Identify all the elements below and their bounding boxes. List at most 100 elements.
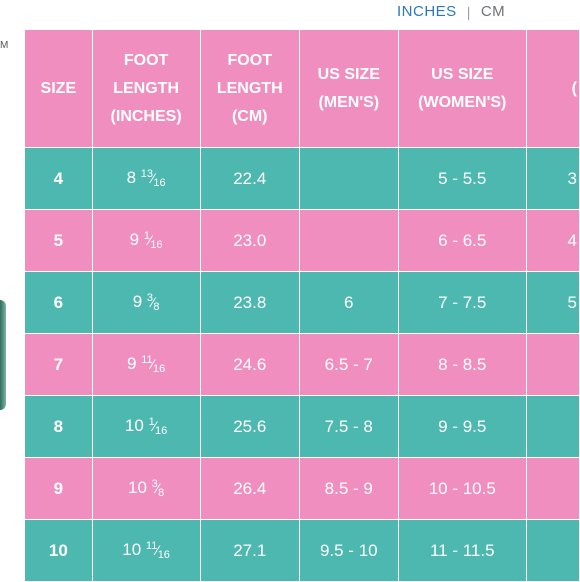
size-cell: 5 xyxy=(24,209,93,272)
foot-length-inches-cell: 10 3⁄8 xyxy=(91,457,201,520)
left-edge-strip: M xyxy=(0,0,24,580)
size-cell: 4 xyxy=(24,147,93,210)
fraction-slash: ⁄ xyxy=(156,480,160,496)
us-size-mens-cell: 9.5 - 10 xyxy=(298,519,399,582)
extra-cell: 4 xyxy=(525,209,580,272)
header-size: SIZE xyxy=(24,29,93,148)
us-size-womens-cell: 11 - 11.5 xyxy=(397,519,527,582)
header-line: US SIZE xyxy=(317,65,380,83)
unit-toggle: INCHES | CM xyxy=(397,3,505,20)
us-size-mens-cell xyxy=(298,147,399,210)
inch-whole: 8 xyxy=(126,168,137,187)
size-cell: 7 xyxy=(24,333,93,396)
unit-cm-option[interactable]: CM xyxy=(480,3,506,20)
unit-separator: | xyxy=(466,3,471,20)
header-row: SIZE FOOT LENGTH (INCHES) FOOT LENGTH (CM) US S… xyxy=(24,29,580,148)
extra-cell xyxy=(525,457,580,520)
foot-length-inches-cell: 8 13⁄16 xyxy=(91,147,201,210)
foot-length-cm-cell: 23.8 xyxy=(199,271,300,334)
inch-denominator: 16 xyxy=(150,239,163,251)
inch-numerator: 1 xyxy=(143,230,150,242)
header-foot-length-inches: FOOT LENGTH (INCHES) xyxy=(91,29,201,148)
inch-whole: 9 xyxy=(132,292,143,311)
inch-denominator: 16 xyxy=(153,177,166,189)
us-size-mens-cell xyxy=(298,209,399,272)
inch-numerator: 11 xyxy=(145,540,158,552)
us-size-womens-cell: 9 - 9.5 xyxy=(397,395,527,458)
header-foot-length-cm: FOOT LENGTH (CM) xyxy=(199,29,300,148)
inch-whole: 10 xyxy=(124,416,144,435)
inch-whole: 10 xyxy=(122,540,142,559)
inch-denominator: 16 xyxy=(155,425,168,437)
fraction-slash: ⁄ xyxy=(151,356,154,372)
table-row: 10 10 11⁄16 27.1 9.5 - 10 11 - 11.5 xyxy=(24,519,580,582)
extra-cell: 5 xyxy=(525,271,580,334)
inch-numerator: 13 xyxy=(140,168,154,180)
header-line: ( xyxy=(571,79,577,97)
size-cell: 10 xyxy=(24,519,93,582)
size-cell: 9 xyxy=(24,457,93,520)
header-line: LENGTH xyxy=(113,79,179,97)
foot-length-cm-cell: 27.1 xyxy=(199,519,300,582)
extra-cell xyxy=(525,395,580,458)
foot-length-cm-cell: 22.4 xyxy=(199,147,300,210)
foot-length-cm-cell: 25.6 xyxy=(199,395,300,458)
fraction-slash: ⁄ xyxy=(152,294,155,310)
header-line: LENGTH xyxy=(216,79,283,97)
extra-cell xyxy=(525,333,580,396)
header-line: (WOMEN'S) xyxy=(418,93,507,111)
fraction-slash: ⁄ xyxy=(156,542,159,558)
extra-cell: 3 xyxy=(525,147,580,210)
left-edge-text: M xyxy=(0,40,9,51)
inch-denominator: 16 xyxy=(152,363,166,375)
foot-length-inches-cell: 10 1⁄16 xyxy=(91,395,201,458)
table-row: 9 10 3⁄8 26.4 8.5 - 9 10 - 10.5 xyxy=(24,457,580,520)
header-line: SIZE xyxy=(40,79,77,97)
unit-inches-option[interactable]: INCHES xyxy=(397,3,457,20)
header-line: US SIZE xyxy=(431,65,494,83)
left-edge-image-fragment xyxy=(0,300,6,410)
header-us-size-womens: US SIZE (WOMEN'S) xyxy=(397,29,527,148)
us-size-mens-cell: 7.5 - 8 xyxy=(298,395,399,458)
inch-numerator: 3 xyxy=(146,292,154,304)
extra-cell xyxy=(525,519,580,582)
header-line: FOOT xyxy=(227,51,272,69)
foot-length-inches-cell: 9 3⁄8 xyxy=(91,271,201,334)
foot-length-cm-cell: 23.0 xyxy=(199,209,300,272)
inch-denominator: 8 xyxy=(158,487,165,499)
inch-numerator: 11 xyxy=(141,354,153,366)
us-size-womens-cell: 10 - 10.5 xyxy=(397,457,527,520)
header-line: (INCHES) xyxy=(110,107,182,125)
foot-length-inches-cell: 9 1⁄16 xyxy=(91,209,201,272)
inch-denominator: 8 xyxy=(153,301,160,313)
foot-length-cm-cell: 24.6 xyxy=(199,333,300,396)
size-chart-table: SIZE FOOT LENGTH (INCHES) FOOT LENGTH (CM) US S… xyxy=(24,29,580,582)
foot-length-cm-cell: 26.4 xyxy=(199,457,300,520)
header-us-size-mens: US SIZE (MEN'S) xyxy=(298,29,399,148)
size-cell: 8 xyxy=(24,395,93,458)
inch-numerator: 3 xyxy=(151,478,158,490)
inch-whole: 9 xyxy=(127,354,137,373)
foot-length-inches-cell: 9 11⁄16 xyxy=(91,333,201,396)
us-size-womens-cell: 7 - 7.5 xyxy=(397,271,527,334)
inch-denominator: 16 xyxy=(157,549,170,561)
fraction-slash: ⁄ xyxy=(148,232,152,248)
us-size-womens-cell: 6 - 6.5 xyxy=(397,209,527,272)
fraction-slash: ⁄ xyxy=(153,418,157,434)
us-size-mens-cell: 6 xyxy=(298,271,399,334)
fraction-slash: ⁄ xyxy=(152,170,155,186)
size-cell: 6 xyxy=(24,271,93,334)
us-size-mens-cell: 8.5 - 9 xyxy=(298,457,399,520)
header-line: (MEN'S) xyxy=(318,93,380,111)
header-line: (CM) xyxy=(231,107,268,125)
foot-length-inches-cell: 10 11⁄16 xyxy=(91,519,201,582)
us-size-mens-cell: 6.5 - 7 xyxy=(298,333,399,396)
inch-numerator: 1 xyxy=(148,416,155,428)
inch-whole: 9 xyxy=(129,230,140,249)
